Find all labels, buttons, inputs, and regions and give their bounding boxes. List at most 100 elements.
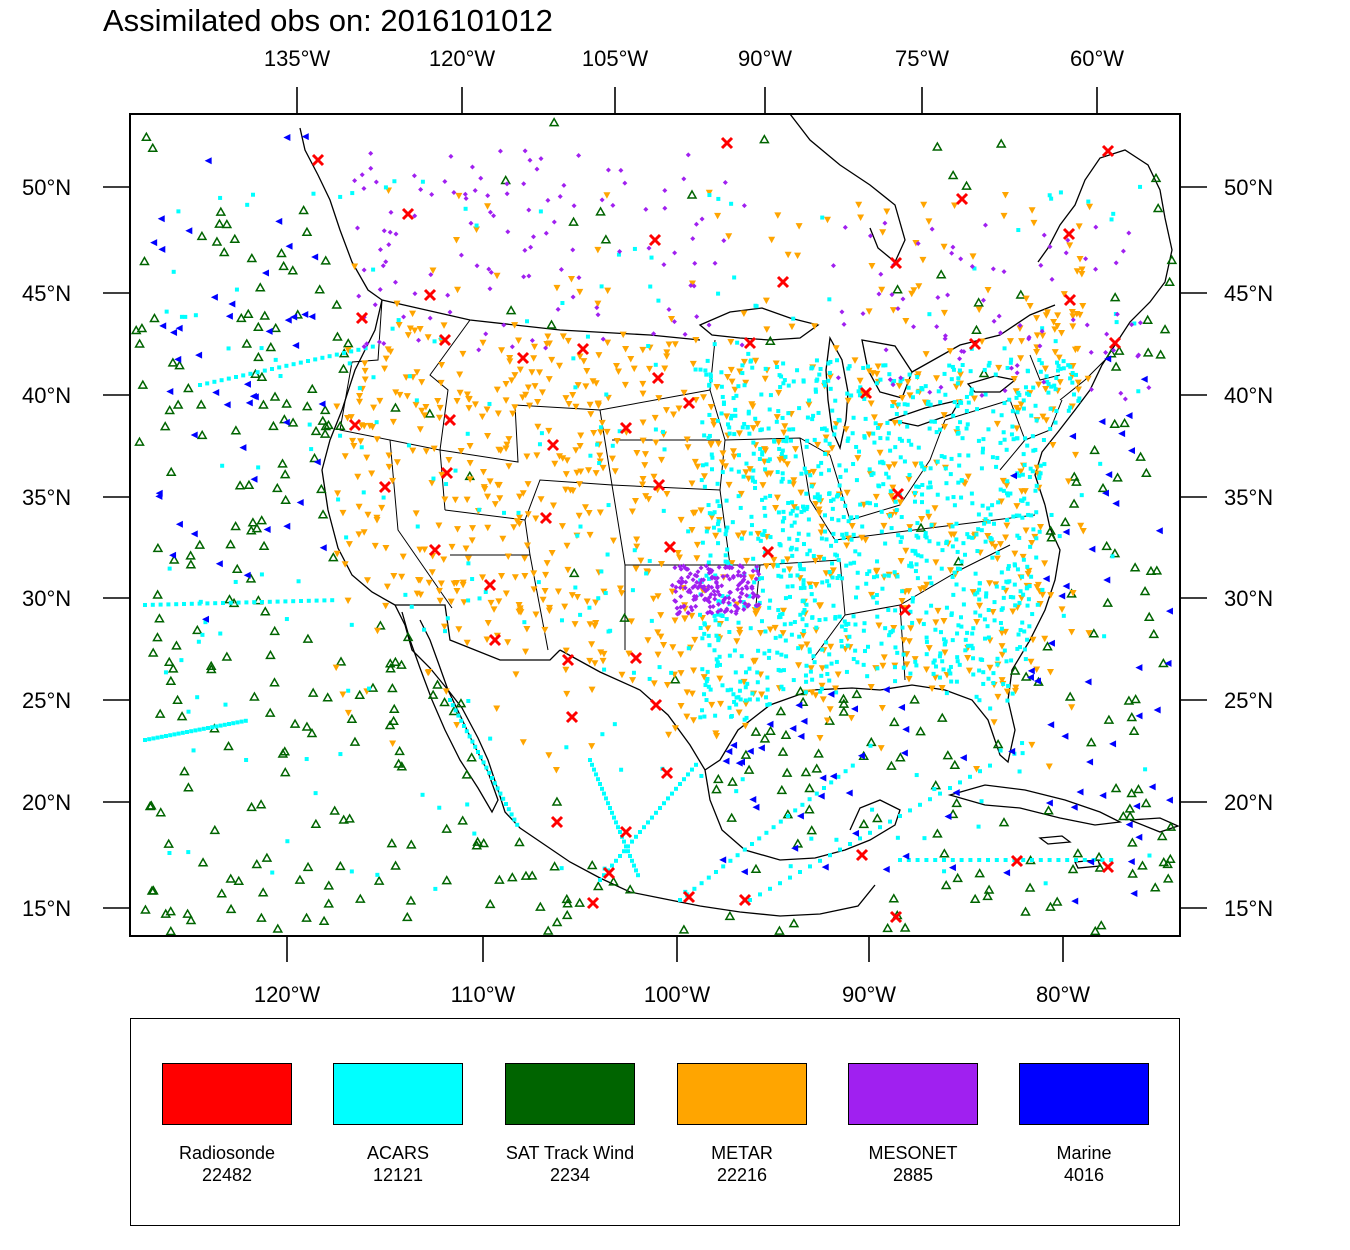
acars-marker (1030, 612, 1035, 617)
marine-marker (1076, 788, 1084, 796)
acars-marker (862, 396, 867, 401)
acars-marker (476, 750, 480, 754)
acars-marker (729, 687, 734, 692)
mesonet-marker (643, 206, 649, 212)
mesonet-marker (683, 579, 689, 585)
metar-marker (763, 563, 771, 570)
sat-wind-marker (1165, 821, 1177, 831)
metar-marker (751, 657, 759, 665)
top-lon-label: 135°W (264, 46, 331, 71)
mesonet-marker (388, 209, 394, 215)
acars-marker (916, 484, 921, 489)
acars-marker (986, 676, 991, 681)
acars-marker (830, 506, 835, 511)
acars-marker (706, 560, 711, 565)
acars-marker (755, 697, 760, 702)
acars-marker (189, 601, 194, 606)
metar-marker (933, 375, 941, 382)
mesonet-marker (485, 193, 491, 199)
sat-wind-marker (294, 874, 306, 884)
metar-marker (854, 455, 862, 462)
sat-wind-marker (551, 796, 563, 806)
acars-marker (431, 476, 436, 481)
acars-marker (1100, 858, 1105, 862)
acars-marker (338, 752, 343, 757)
acars-marker (906, 858, 911, 862)
acars-marker (1068, 376, 1073, 381)
acars-marker (970, 501, 975, 506)
marine-marker (1086, 758, 1094, 766)
acars-marker (732, 275, 737, 280)
acars-marker (979, 528, 984, 533)
sat-wind-marker (1020, 671, 1032, 681)
acars-marker (766, 655, 771, 660)
metar-marker (413, 590, 421, 598)
acars-marker (910, 596, 915, 601)
sat-wind-marker (164, 405, 175, 415)
acars-marker (977, 668, 982, 673)
mesonet-marker (890, 382, 896, 388)
acars-marker (214, 724, 219, 729)
acars-marker (944, 481, 949, 486)
acars-marker (284, 617, 289, 622)
sat-wind-marker (936, 712, 948, 722)
sat-wind-marker (1150, 172, 1162, 183)
marine-marker (1047, 721, 1055, 729)
acars-marker (714, 633, 719, 638)
acars-marker (810, 615, 815, 620)
acars-marker (706, 435, 711, 440)
metar-marker (571, 621, 579, 628)
mesonet-marker (486, 266, 492, 272)
acars-marker (1005, 365, 1010, 370)
metar-marker (847, 714, 855, 722)
mesonet-marker (911, 324, 917, 330)
acars-marker (1025, 501, 1030, 506)
metar-marker (688, 690, 696, 698)
metar-marker (511, 404, 519, 411)
acars-marker (644, 571, 649, 576)
sat-wind-marker (457, 815, 468, 825)
mesonet-marker (740, 578, 746, 584)
acars-marker (976, 527, 981, 532)
acars-marker (847, 364, 852, 369)
metar-marker (354, 473, 362, 481)
acars-marker (456, 713, 461, 718)
sat-wind-marker (258, 399, 269, 409)
acars-marker (830, 575, 835, 580)
metar-marker (563, 542, 571, 550)
mesonet-marker (867, 233, 873, 239)
mesonet-marker (739, 586, 745, 592)
acars-marker (809, 366, 814, 371)
mesonet-marker (938, 384, 944, 390)
metar-marker (478, 413, 486, 421)
acars-marker (927, 575, 932, 580)
marine-marker (1003, 869, 1011, 877)
acars-marker (712, 648, 717, 653)
marine-marker (313, 458, 321, 466)
sat-wind-marker (230, 425, 242, 435)
sat-wind-marker (940, 880, 952, 890)
acars-marker (841, 515, 846, 520)
acars-marker (833, 616, 838, 621)
acars-marker (320, 355, 325, 360)
sat-wind-marker (307, 687, 319, 697)
metar-marker (1072, 451, 1080, 459)
acars-marker (699, 773, 704, 778)
sat-wind-marker (269, 625, 281, 636)
acars-marker (357, 386, 362, 391)
metar-marker (618, 671, 626, 679)
acars-marker (802, 508, 807, 513)
metar-marker (692, 336, 700, 344)
acars-marker (573, 385, 578, 390)
lake-superior (698, 307, 820, 341)
metar-marker (416, 546, 424, 554)
mesonet-marker (692, 572, 698, 578)
acars-marker (707, 643, 712, 648)
acars-marker (803, 673, 808, 678)
acars-marker (814, 791, 819, 796)
radiosonde-marker (663, 540, 677, 554)
mesonet-marker (685, 152, 691, 158)
acars-marker (1070, 380, 1075, 385)
sat-wind-marker (888, 716, 900, 727)
metar-marker (657, 612, 665, 619)
